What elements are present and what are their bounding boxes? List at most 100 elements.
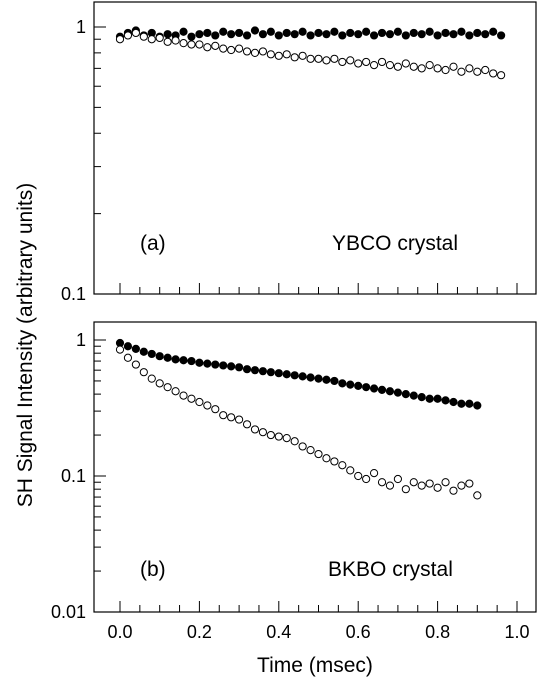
open-point-a <box>258 47 268 56</box>
open-point-b <box>139 368 148 377</box>
filled-point-a <box>425 27 434 36</box>
open-point-b <box>227 413 236 422</box>
filled-point-b <box>123 342 133 351</box>
filled-point-a <box>354 30 363 39</box>
open-point-a <box>195 40 204 49</box>
open-point-b <box>258 428 268 437</box>
filled-point-b <box>393 388 402 397</box>
filled-point-a <box>211 31 220 40</box>
filled-point-a <box>290 30 299 39</box>
filled-point-b <box>314 374 323 383</box>
open-point-a <box>377 57 387 67</box>
open-point-a <box>274 51 283 60</box>
x-tick-label-b: 0.2 <box>187 622 212 642</box>
filled-point-b <box>250 366 260 375</box>
open-point-a <box>187 40 196 49</box>
open-point-a <box>147 35 156 44</box>
filled-point-a <box>330 27 339 36</box>
open-point-b <box>274 432 283 441</box>
filled-point-a <box>473 28 482 38</box>
filled-point-b <box>457 399 466 408</box>
filled-point-a <box>377 28 387 38</box>
filled-point-b <box>449 397 458 407</box>
open-point-b <box>369 469 379 478</box>
open-point-b <box>163 383 172 392</box>
open-point-a <box>338 57 347 67</box>
open-point-b <box>123 353 133 362</box>
filled-point-a <box>314 28 323 38</box>
open-point-a <box>242 47 252 56</box>
open-point-a <box>139 32 148 41</box>
filled-point-b <box>425 394 434 403</box>
axis-ticks-b: 1 0.1 0.01 0.0 0.2 0.4 0.6 0.8 1.0 <box>51 330 530 642</box>
sample-label-a: YBCO crystal <box>332 232 458 255</box>
filled-point-a <box>393 27 402 36</box>
open-point-a <box>362 57 371 67</box>
open-point-a <box>330 54 339 63</box>
open-point-a <box>171 36 180 45</box>
filled-point-b <box>441 396 450 405</box>
filled-point-a <box>258 30 268 39</box>
filled-point-a <box>195 30 204 39</box>
filled-point-a <box>497 31 506 40</box>
data-points-a <box>115 26 506 80</box>
filled-point-a <box>274 31 283 40</box>
filled-point-b <box>227 362 236 371</box>
x-tick-label-b: 0.0 <box>107 622 132 642</box>
filled-point-b <box>417 393 426 402</box>
filled-point-a <box>306 31 315 40</box>
filled-point-b <box>163 353 172 362</box>
panel-label-b: (b) <box>140 558 166 581</box>
open-point-b <box>115 345 125 354</box>
filled-point-b <box>258 367 268 376</box>
filled-point-a <box>449 30 458 39</box>
filled-point-b <box>171 355 180 364</box>
open-point-b <box>433 483 442 492</box>
open-point-a <box>266 50 275 59</box>
filled-point-b <box>377 385 387 394</box>
filled-point-a <box>242 31 252 40</box>
open-point-a <box>163 37 172 46</box>
filled-point-b <box>266 368 275 377</box>
open-point-b <box>449 486 458 495</box>
open-point-b <box>155 379 164 388</box>
filled-point-a <box>187 32 196 41</box>
sample-label-b: BKBO crystal <box>328 558 453 581</box>
open-point-a <box>179 39 188 48</box>
open-point-a <box>155 33 164 43</box>
y-tick-label-b: 0.1 <box>61 466 86 486</box>
filled-point-b <box>203 359 212 368</box>
open-point-b <box>203 401 212 410</box>
open-point-b <box>409 478 418 487</box>
open-point-a <box>457 67 466 76</box>
filled-point-a <box>362 27 371 36</box>
x-tick-label-b: 1.0 <box>504 622 529 642</box>
filled-point-a <box>219 27 228 36</box>
open-point-b <box>338 461 347 470</box>
filled-point-a <box>385 30 395 39</box>
plot-frame-a <box>93 1 537 295</box>
open-point-a <box>250 48 260 57</box>
filled-point-b <box>346 380 355 389</box>
filled-point-b <box>282 370 291 379</box>
filled-point-a <box>163 30 172 39</box>
filled-point-a <box>282 28 291 38</box>
x-tick-label-b: 0.8 <box>425 622 450 642</box>
open-point-b <box>377 478 387 487</box>
open-point-b <box>465 479 474 488</box>
plot-frame-b <box>93 321 537 613</box>
open-point-a <box>314 54 323 63</box>
filled-point-b <box>306 373 315 382</box>
open-point-a <box>449 62 458 71</box>
filled-point-b <box>219 361 228 370</box>
filled-point-b <box>354 381 363 390</box>
open-point-b <box>298 442 307 451</box>
filled-point-a <box>179 27 188 36</box>
open-point-b <box>457 481 466 490</box>
open-point-a <box>465 64 474 73</box>
panel-label-a: (a) <box>140 232 166 255</box>
filled-point-a <box>489 27 498 36</box>
open-point-a <box>393 62 402 71</box>
filled-point-b <box>433 394 442 403</box>
open-point-a <box>131 28 140 38</box>
